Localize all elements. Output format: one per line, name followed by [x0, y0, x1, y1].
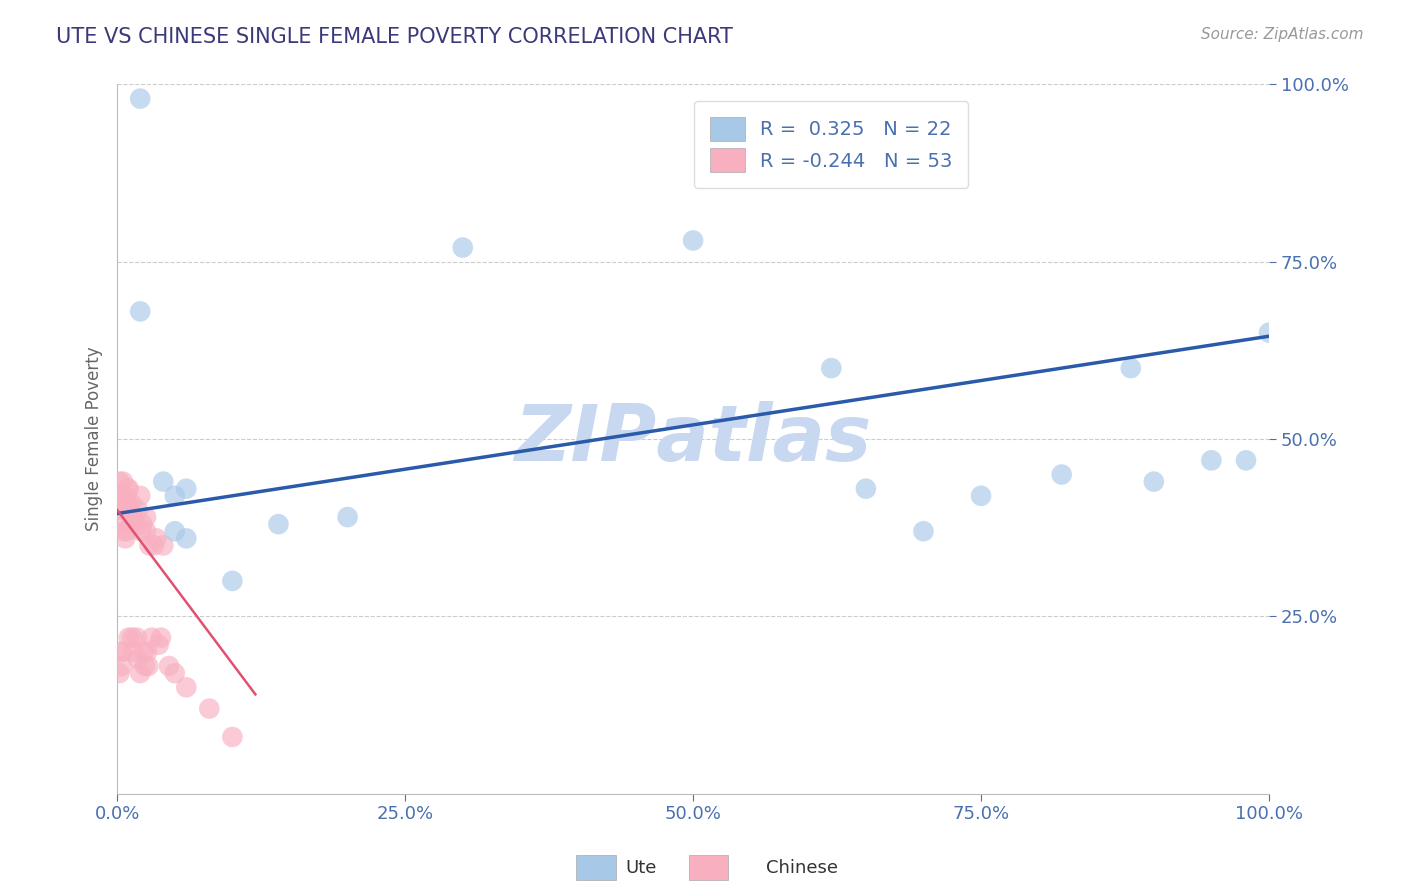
Point	[1258, 326, 1281, 340]
Point	[129, 304, 152, 318]
Y-axis label: Single Female Poverty: Single Female Poverty	[86, 347, 103, 532]
Point	[115, 503, 138, 517]
Point	[129, 92, 152, 106]
Point	[110, 645, 132, 659]
Text: Chinese: Chinese	[766, 859, 838, 877]
Point	[163, 489, 186, 503]
Point	[135, 524, 157, 539]
Point	[451, 241, 474, 255]
Point	[127, 503, 149, 517]
Point	[117, 482, 139, 496]
Point	[163, 666, 186, 681]
Point	[121, 631, 143, 645]
Text: UTE VS CHINESE SINGLE FEMALE POVERTY CORRELATION CHART: UTE VS CHINESE SINGLE FEMALE POVERTY COR…	[56, 27, 733, 46]
Point	[111, 489, 134, 503]
Point	[118, 503, 141, 517]
Point	[221, 730, 243, 744]
Point	[682, 234, 704, 248]
Point	[127, 652, 149, 666]
Point	[336, 510, 359, 524]
Point	[131, 517, 153, 532]
Point	[141, 631, 163, 645]
Point	[149, 631, 172, 645]
Point	[115, 524, 138, 539]
Point	[135, 510, 157, 524]
Point	[820, 361, 842, 376]
Point	[112, 503, 135, 517]
Point	[148, 638, 170, 652]
Point	[1119, 361, 1142, 376]
Point	[267, 517, 290, 532]
Point	[1143, 475, 1166, 489]
Point	[1201, 453, 1223, 467]
Point	[107, 489, 129, 503]
Point	[176, 681, 198, 695]
Point	[129, 666, 152, 681]
Point	[176, 482, 198, 496]
Point	[143, 538, 166, 552]
Point	[124, 510, 146, 524]
Text: Ute: Ute	[626, 859, 657, 877]
Point	[136, 645, 159, 659]
Point	[132, 645, 155, 659]
Point	[112, 524, 135, 539]
Point	[1050, 467, 1073, 482]
Point	[152, 475, 174, 489]
Point	[136, 659, 159, 673]
Point	[117, 496, 139, 510]
Point	[118, 482, 141, 496]
Point	[108, 475, 131, 489]
Point	[157, 659, 180, 673]
Point	[111, 517, 134, 532]
Point	[221, 574, 243, 588]
Point	[145, 532, 167, 546]
Point	[970, 489, 993, 503]
Point	[1234, 453, 1257, 467]
Point	[120, 496, 142, 510]
Point	[198, 701, 221, 715]
Point	[124, 517, 146, 532]
Point	[118, 503, 141, 517]
Point	[129, 489, 152, 503]
Point	[163, 524, 186, 539]
Legend: R =  0.325   N = 22, R = -0.244   N = 53: R = 0.325 N = 22, R = -0.244 N = 53	[695, 102, 969, 187]
Point	[912, 524, 935, 539]
Point	[114, 489, 136, 503]
Point	[110, 503, 132, 517]
Point	[120, 517, 142, 532]
Point	[111, 645, 134, 659]
Point	[134, 659, 156, 673]
Point	[855, 482, 877, 496]
Text: Source: ZipAtlas.com: Source: ZipAtlas.com	[1201, 27, 1364, 42]
Point	[122, 645, 145, 659]
Point	[114, 532, 136, 546]
Point	[111, 475, 134, 489]
Point	[138, 538, 160, 552]
Point	[152, 538, 174, 552]
Point	[118, 631, 141, 645]
Point	[125, 631, 148, 645]
Point	[111, 659, 134, 673]
Point	[108, 666, 131, 681]
Point	[176, 532, 198, 546]
Text: ZIP​atlas: ZIP​atlas	[515, 401, 872, 477]
Point	[131, 524, 153, 539]
